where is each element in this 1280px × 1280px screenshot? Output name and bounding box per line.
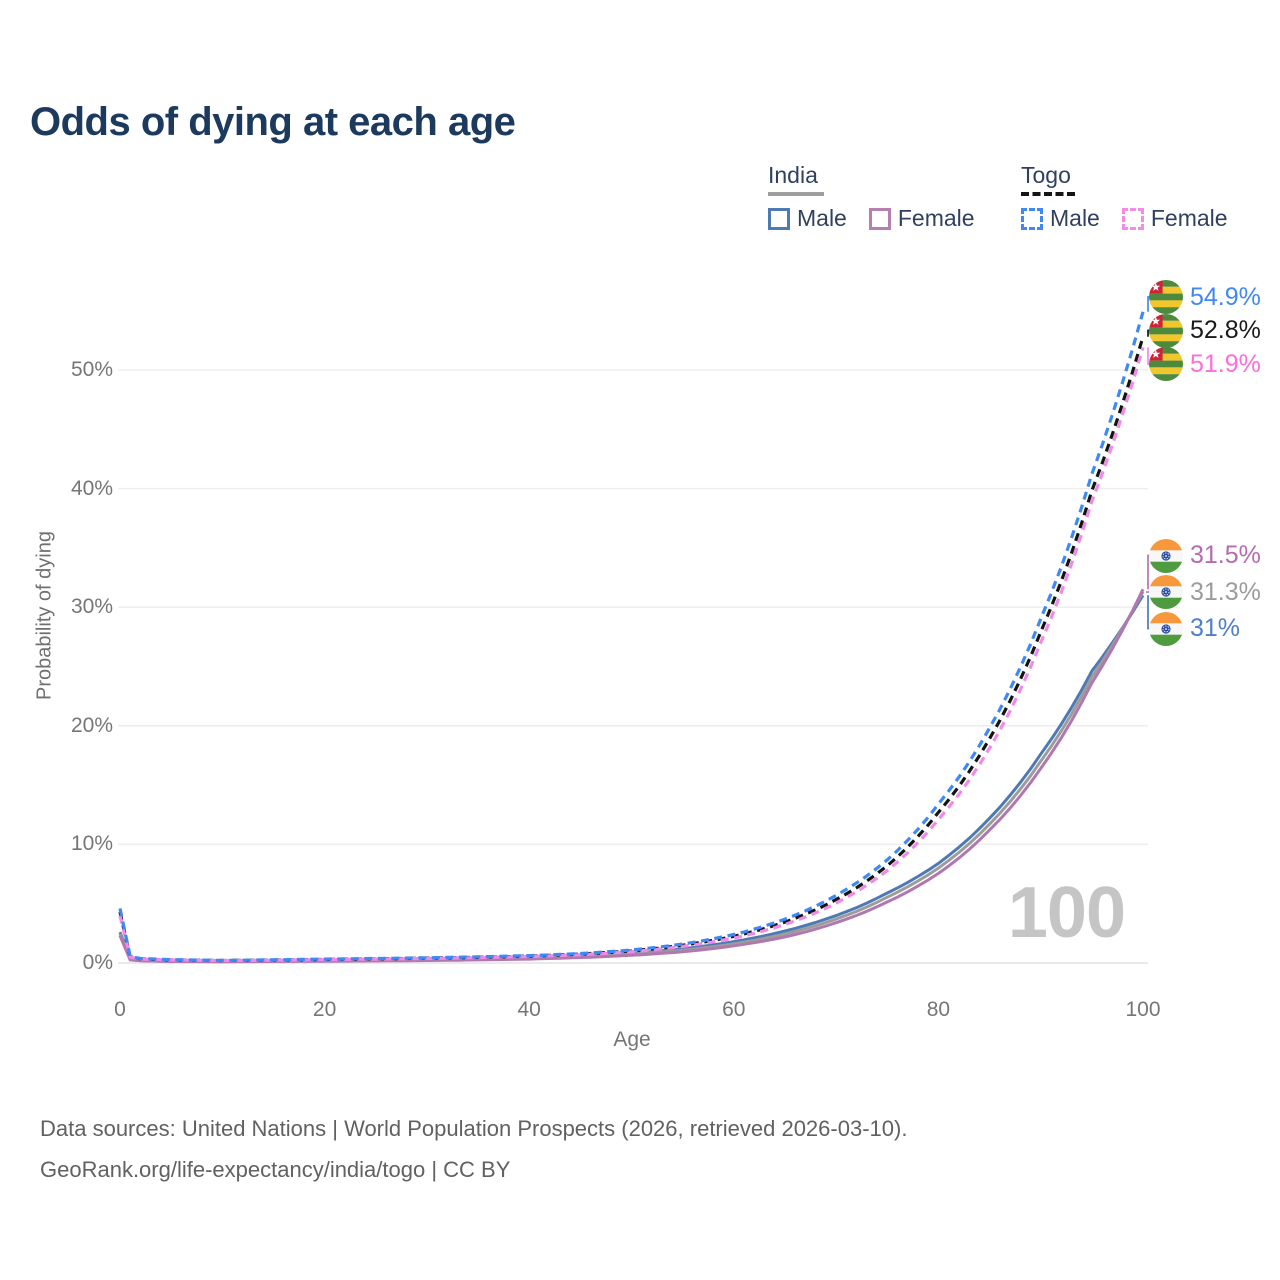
end-value-label: 52.8% — [1190, 316, 1261, 344]
x-tick-label: 60 — [722, 998, 746, 1021]
end-value-label: 54.9% — [1190, 282, 1261, 311]
end-value-label: 31% — [1190, 614, 1241, 642]
series-line-togo-both — [118, 336, 1145, 963]
end-value-label: 51.9% — [1190, 349, 1261, 378]
x-tick-label: 80 — [926, 998, 951, 1021]
legend-item-india-female[interactable]: Female — [868, 205, 975, 232]
page-title: Odds of dying at each age — [30, 100, 516, 144]
y-tick-label: 30% — [70, 595, 113, 619]
attribution-line: GeoRank.org/life-expectancy/india/togo |… — [40, 1157, 511, 1182]
y-tick-label: 50% — [70, 357, 113, 381]
legend-item-togo-male[interactable]: Male — [1021, 205, 1100, 232]
legend-item-togo-female[interactable]: Female — [1121, 205, 1228, 232]
togo-female-swatch-icon — [1121, 207, 1144, 230]
legend-label: Male — [1050, 205, 1100, 231]
end-value-label: 31.3% — [1190, 577, 1261, 606]
end-label-india-female: 31.5% — [1149, 538, 1261, 573]
data-sources-line: Data sources: United Nations | World Pop… — [40, 1116, 908, 1141]
y-tick-label: 40% — [70, 476, 113, 500]
togo-male-swatch-icon — [1021, 207, 1043, 230]
end-label-togo-male: 54.9% — [1149, 280, 1261, 314]
india-female-swatch-icon — [868, 207, 891, 230]
togo-line-style-underline — [1021, 192, 1075, 196]
legend-country-togo: Togo — [1021, 162, 1071, 188]
legend-item-india-male[interactable]: Male — [768, 205, 847, 232]
series-line-togo-male — [118, 311, 1145, 962]
legend-country-india: India — [768, 162, 818, 188]
hovered-age-indicator: 100 — [1007, 873, 1126, 953]
end-label-togo-female: 51.9% — [1149, 347, 1261, 381]
x-tick-label: 20 — [312, 998, 337, 1021]
x-tick-label: 0 — [114, 998, 126, 1021]
legend-label: Female — [897, 205, 975, 231]
legend-group-india: India Male Female — [768, 162, 975, 232]
end-label-togo-both: 52.8% — [1149, 313, 1261, 348]
x-axis-title: Age — [613, 1028, 651, 1051]
end-value-label: 31.5% — [1190, 541, 1261, 569]
india-line-style-underline — [768, 192, 824, 196]
end-label-india-male: 31% — [1149, 611, 1241, 646]
series-line-togo-female — [118, 346, 1145, 963]
india-flag-icon — [1149, 575, 1183, 609]
legend-label: Male — [797, 205, 847, 231]
legend-label: Female — [1150, 205, 1228, 231]
x-tick-label: 40 — [517, 998, 541, 1021]
end-label-india-both: 31.3% — [1149, 575, 1261, 609]
footer: Data sources: United Nations | World Pop… — [40, 1108, 907, 1190]
togo-flag-icon — [1149, 280, 1183, 314]
x-tick-label: 100 — [1125, 998, 1161, 1021]
legend-group-togo: Togo Male Female — [1021, 162, 1228, 232]
y-tick-label: 0% — [82, 951, 113, 974]
india-flag-icon — [1149, 538, 1183, 573]
togo-flag-icon — [1149, 313, 1183, 348]
y-tick-label: 20% — [70, 713, 113, 737]
y-tick-label: 10% — [70, 832, 113, 856]
india-flag-icon — [1149, 611, 1183, 646]
togo-flag-icon — [1149, 347, 1183, 381]
india-male-swatch-icon — [768, 207, 790, 230]
